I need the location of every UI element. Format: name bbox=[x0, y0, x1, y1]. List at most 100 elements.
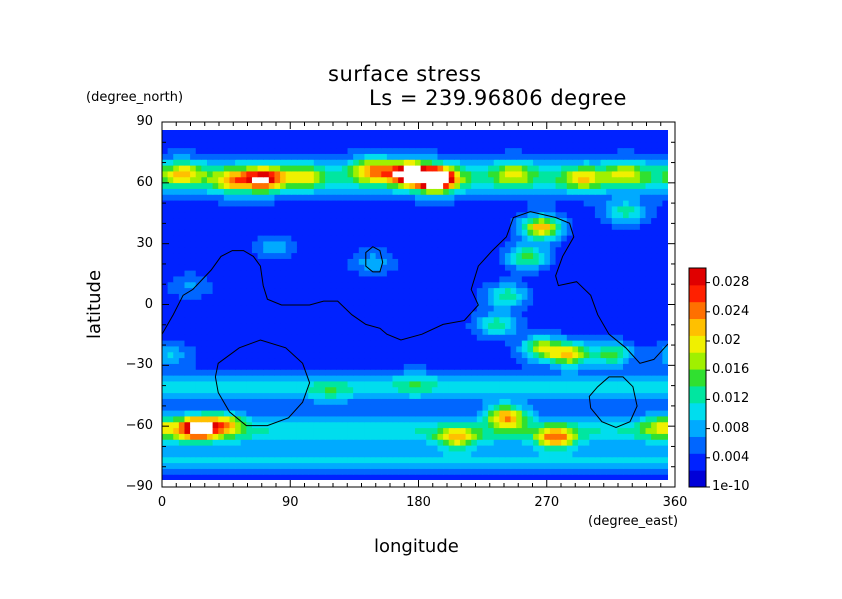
heatmap-cell bbox=[302, 258, 309, 265]
heatmap-cell bbox=[330, 316, 337, 324]
heatmap-cell bbox=[527, 415, 534, 423]
heatmap-cell bbox=[291, 380, 298, 388]
heatmap-cell bbox=[544, 445, 551, 452]
heatmap-cell bbox=[302, 310, 309, 318]
heatmap-cell bbox=[651, 445, 658, 452]
heatmap-cell bbox=[476, 445, 484, 452]
heatmap-cell bbox=[415, 153, 422, 160]
heatmap-cell bbox=[319, 240, 326, 248]
heatmap-cell bbox=[184, 410, 191, 417]
heatmap-cell bbox=[538, 217, 545, 224]
heatmap-cell bbox=[471, 468, 478, 475]
heatmap-cell bbox=[634, 293, 641, 300]
heatmap-cell bbox=[549, 229, 557, 236]
heatmap-cell bbox=[218, 363, 225, 370]
heatmap-cell bbox=[623, 264, 630, 271]
heatmap-cell bbox=[443, 165, 450, 172]
heatmap-cell bbox=[257, 246, 264, 254]
heatmap-cell bbox=[364, 357, 371, 364]
heatmap-cell bbox=[353, 182, 360, 189]
heatmap-cell bbox=[212, 252, 219, 259]
heatmap-cell bbox=[527, 188, 534, 195]
heatmap-cell bbox=[190, 170, 197, 178]
heatmap-cell bbox=[341, 165, 349, 172]
heatmap-cell bbox=[482, 205, 489, 213]
heatmap-cell bbox=[662, 270, 668, 277]
heatmap-cell bbox=[313, 229, 321, 236]
heatmap-cell bbox=[251, 456, 259, 464]
heatmap-cell bbox=[319, 462, 326, 469]
heatmap-cell bbox=[336, 275, 343, 283]
heatmap-cell bbox=[302, 223, 309, 230]
heatmap-cell bbox=[628, 328, 635, 335]
heatmap-cell bbox=[459, 176, 467, 184]
heatmap-cell bbox=[651, 287, 658, 294]
heatmap-cell bbox=[257, 176, 264, 184]
heatmap-cell bbox=[285, 229, 292, 236]
heatmap-cell bbox=[178, 235, 186, 242]
heatmap-cell bbox=[381, 205, 388, 213]
heatmap-cell bbox=[420, 404, 427, 411]
heatmap-cell bbox=[347, 433, 354, 440]
heatmap-cell bbox=[516, 159, 523, 166]
heatmap-cell bbox=[280, 170, 287, 178]
heatmap-cell bbox=[538, 240, 545, 248]
heatmap-cell bbox=[274, 275, 281, 283]
heatmap-cell bbox=[426, 427, 433, 434]
heatmap-cell bbox=[634, 205, 641, 213]
heatmap-cell bbox=[392, 351, 399, 359]
heatmap-cell bbox=[443, 450, 450, 458]
heatmap-cell bbox=[218, 375, 225, 382]
heatmap-cell bbox=[364, 281, 371, 289]
heatmap-cell bbox=[274, 182, 281, 189]
heatmap-cell bbox=[386, 205, 394, 213]
heatmap-cell bbox=[639, 159, 647, 166]
heatmap-cell bbox=[656, 334, 663, 341]
heatmap-cell bbox=[623, 188, 630, 195]
heatmap-cell bbox=[296, 450, 304, 458]
heatmap-cell bbox=[527, 235, 534, 242]
heatmap-cell bbox=[336, 410, 343, 417]
heatmap-cell bbox=[594, 357, 602, 364]
heatmap-cell bbox=[325, 462, 332, 469]
heatmap-cell bbox=[178, 322, 186, 329]
heatmap-cell bbox=[431, 246, 439, 254]
heatmap-cell bbox=[386, 217, 394, 224]
heatmap-cell bbox=[218, 310, 225, 318]
heatmap-cell bbox=[195, 456, 202, 464]
heatmap-cell bbox=[611, 170, 618, 178]
heatmap-cell bbox=[229, 456, 236, 464]
heatmap-cell bbox=[561, 468, 568, 475]
heatmap-cell bbox=[398, 246, 405, 254]
heatmap-cell bbox=[448, 246, 455, 254]
heatmap-cell bbox=[285, 421, 292, 429]
heatmap-cell bbox=[330, 398, 337, 405]
heatmap-cell bbox=[347, 415, 354, 423]
heatmap-cell bbox=[240, 270, 247, 277]
heatmap-cell bbox=[341, 176, 349, 184]
heatmap-cell bbox=[443, 258, 450, 265]
heatmap-cell bbox=[409, 316, 416, 324]
heatmap-cell bbox=[600, 398, 607, 405]
heatmap-cell bbox=[212, 421, 219, 429]
heatmap-cell bbox=[291, 165, 298, 172]
heatmap-cell bbox=[499, 404, 506, 411]
heatmap-cell bbox=[201, 176, 208, 184]
heatmap-cell bbox=[459, 427, 467, 434]
heatmap-cell bbox=[645, 363, 652, 370]
heatmap-cell bbox=[533, 316, 540, 324]
heatmap-cell bbox=[600, 159, 607, 166]
heatmap-cell bbox=[235, 159, 242, 166]
heatmap-cell bbox=[173, 275, 180, 283]
heatmap-cell bbox=[184, 252, 191, 259]
heatmap-cell bbox=[594, 398, 602, 405]
heatmap-cell bbox=[375, 217, 382, 224]
heatmap-cell bbox=[471, 252, 478, 259]
heatmap-cell bbox=[544, 293, 551, 300]
heatmap-cell bbox=[162, 165, 169, 172]
heatmap-cell bbox=[167, 380, 174, 388]
heatmap-cell bbox=[308, 258, 315, 265]
heatmap-cell bbox=[426, 170, 433, 178]
heatmap-cell bbox=[476, 170, 484, 178]
